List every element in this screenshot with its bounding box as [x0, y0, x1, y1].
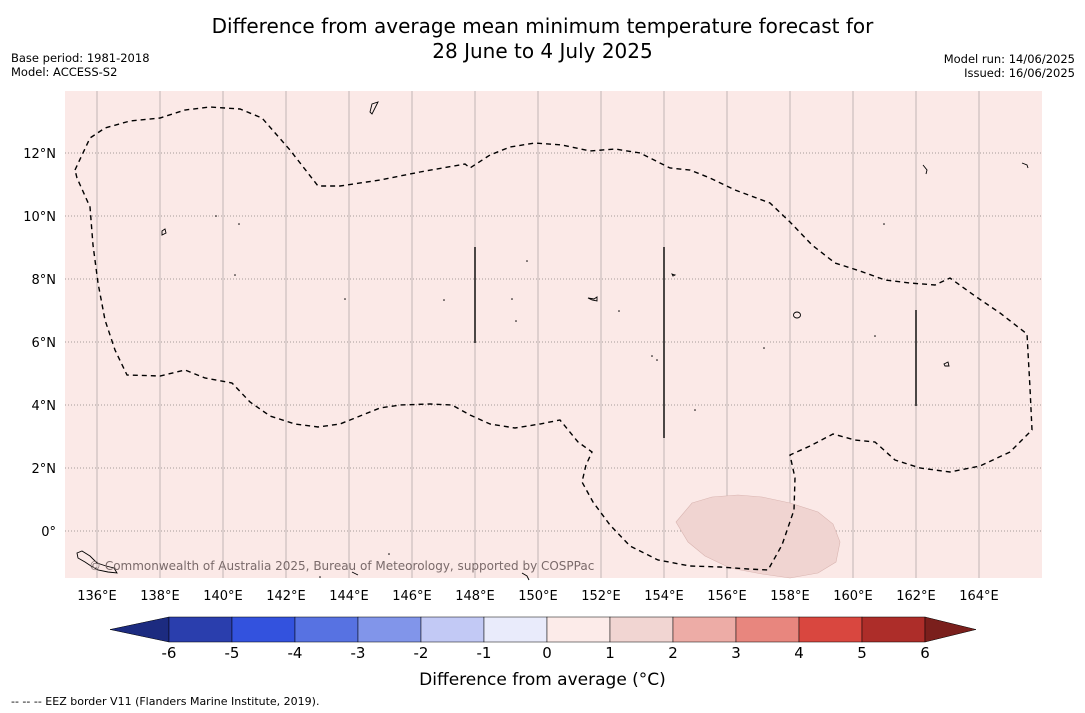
- colorbar-tick-label: -1: [477, 644, 492, 662]
- title-line-2: 28 June to 4 July 2025: [432, 39, 653, 63]
- longitude-label: 140°E: [203, 589, 243, 604]
- colorbar-segment: [294, 616, 359, 643]
- colorbar-segment: [420, 616, 485, 643]
- island: [1021, 162, 1029, 169]
- colorbar-under-arrow: [109, 616, 170, 643]
- island-dots: [215, 215, 885, 578]
- colorbar-tick-label: 0: [542, 644, 552, 662]
- longitude-label: 142°E: [266, 589, 306, 604]
- graticule: [65, 91, 1042, 578]
- colorbar-tick-label: -4: [288, 644, 303, 662]
- longitude-label: 150°E: [518, 589, 558, 604]
- latitude-labels: 12°N 10°N 8°N 6°N 4°N 2°N 0°: [23, 147, 56, 540]
- colorbar-tick-label: -5: [225, 644, 240, 662]
- colorbar: -6 -5 -4 -3 -2 -1 0 1 2 3 4 5 6: [109, 616, 977, 662]
- model-run-date: Model run: 14/06/2025: [943, 52, 1075, 66]
- island: [922, 164, 928, 175]
- longitude-label: 136°E: [77, 589, 117, 604]
- island: [874, 335, 876, 337]
- base-period: Base period: 1981-2018: [11, 51, 150, 65]
- island: [793, 311, 801, 319]
- left-metadata: Base period: 1981-2018 Model: ACCESS-S2: [11, 51, 150, 79]
- island: [883, 223, 885, 225]
- issued-date: Issued: 16/06/2025: [964, 66, 1075, 80]
- island: [319, 576, 321, 578]
- island: [511, 298, 513, 300]
- longitude-label: 158°E: [770, 589, 810, 604]
- latitude-label: 4°N: [32, 399, 57, 414]
- island: [671, 273, 677, 277]
- colorbar-segment: [672, 616, 737, 643]
- longitude-label: 160°E: [833, 589, 873, 604]
- island: [161, 228, 167, 236]
- island: [943, 361, 950, 367]
- colorbar-segment: [483, 616, 548, 643]
- colorbar-over-arrow: [924, 616, 977, 643]
- island: [587, 296, 598, 302]
- island: [515, 320, 517, 322]
- longitude-label: 138°E: [140, 589, 180, 604]
- eez-border: [74, 106, 1033, 571]
- colorbar-segment: [168, 616, 233, 643]
- longitude-label: 152°E: [581, 589, 621, 604]
- latitude-label: 10°N: [23, 210, 56, 225]
- latitude-label: 0°: [41, 525, 56, 540]
- colorbar-segment: [231, 616, 296, 643]
- latitude-label: 12°N: [23, 147, 56, 162]
- island: [351, 571, 359, 576]
- colorbar-segment: [609, 616, 674, 643]
- longitude-labels: 136°E 138°E 140°E 142°E 144°E 146°E 148°E 150°E…: [77, 589, 999, 604]
- colorbar-segment: [546, 616, 611, 643]
- longitude-label: 154°E: [644, 589, 684, 604]
- island-new-guinea-coast: [76, 550, 118, 574]
- colorbar-tick-label: -3: [351, 644, 366, 662]
- island: [388, 553, 390, 555]
- longitude-label: 164°E: [959, 589, 999, 604]
- island-guam: [369, 101, 379, 115]
- island: [618, 310, 620, 312]
- colorbar-tick-label: -6: [162, 644, 177, 662]
- chart-title: Difference from average mean minimum tem…: [0, 14, 1085, 64]
- island: [238, 223, 240, 225]
- colorbar-tick-label: 1: [605, 644, 615, 662]
- island: [521, 572, 530, 581]
- latitude-label: 2°N: [32, 462, 57, 477]
- colorbar-tick-label: 4: [794, 644, 804, 662]
- latitude-label: 6°N: [32, 336, 57, 351]
- colorbar-tick-label: 6: [920, 644, 930, 662]
- colorbar-tick-label: 2: [668, 644, 678, 662]
- longitude-label: 144°E: [329, 589, 369, 604]
- island: [763, 347, 765, 349]
- island: [344, 298, 346, 300]
- colorbar-tick-label: -2: [414, 644, 429, 662]
- colorbar-segment: [861, 616, 926, 643]
- title-line-1: Difference from average mean minimum tem…: [211, 14, 874, 38]
- island: [694, 409, 696, 411]
- footnote: -- -- -- EEZ border V11 (Flanders Marine…: [11, 695, 320, 708]
- island: [234, 274, 236, 276]
- island: [656, 359, 658, 361]
- longitude-label: 148°E: [455, 589, 495, 604]
- longitude-label: 162°E: [896, 589, 936, 604]
- island: [651, 355, 653, 357]
- anomaly-patch: [675, 494, 841, 579]
- colorbar-segment: [798, 616, 863, 643]
- island: [215, 215, 217, 217]
- island: [526, 260, 528, 262]
- colorbar-segment: [735, 616, 800, 643]
- colorbar-label: Difference from average (°C): [419, 670, 666, 690]
- colorbar-segment: [357, 616, 422, 643]
- islands: [76, 101, 1029, 581]
- island: [443, 299, 445, 301]
- copyright-credit: © Commonwealth of Australia 2025, Bureau…: [89, 559, 594, 573]
- longitude-label: 146°E: [392, 589, 432, 604]
- latitude-label: 8°N: [32, 273, 57, 288]
- colorbar-tick-label: 3: [731, 644, 741, 662]
- longitude-label: 156°E: [707, 589, 747, 604]
- map-area: [65, 91, 1042, 578]
- colorbar-tick-label: 5: [857, 644, 867, 662]
- model-name: Model: ACCESS-S2: [11, 65, 118, 79]
- right-metadata: Model run: 14/06/2025 Issued: 16/06/2025: [944, 52, 1075, 80]
